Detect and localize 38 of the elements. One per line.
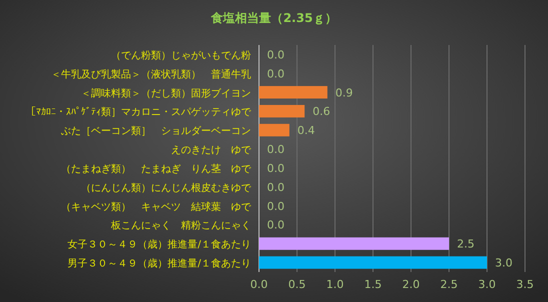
bar <box>259 237 449 250</box>
y-tick-label: （にんじん類）にんじん根皮むきゆで <box>81 182 252 194</box>
data-label: 0.0 <box>267 180 284 194</box>
bar <box>259 104 305 118</box>
y-tick-label: （でん粉類）じゃがいもでん粉 <box>111 49 251 62</box>
x-tick-label: 0.5 <box>288 278 306 291</box>
data-label: 0.0 <box>267 200 284 213</box>
y-tick-label: 板こんにゃく 精粉こんにゃく <box>110 220 251 232</box>
data-label: 0.6 <box>312 105 330 118</box>
data-label: 0.0 <box>267 143 284 156</box>
chart-title: 食塩相当量（2.35ｇ） <box>210 11 337 25</box>
bar <box>259 124 290 136</box>
data-label: 0.0 <box>267 67 284 80</box>
x-tick-label: 3.5 <box>516 278 534 291</box>
bar <box>259 256 487 269</box>
data-label: 2.5 <box>457 238 474 251</box>
data-label: 3.0 <box>495 256 512 270</box>
y-tick-label: えのきたけ ゆで <box>171 145 252 156</box>
x-tick-label: 1.5 <box>364 278 382 291</box>
data-label: 0.0 <box>267 48 284 62</box>
data-label: 0.9 <box>335 86 353 100</box>
x-tick-label: 0.0 <box>250 278 268 291</box>
y-tick-label: 男子３０～４９（歳）推進量/１食あたり <box>68 258 251 270</box>
y-tick-label: 女子３０～４９（歳）推進量/１食あたり <box>68 238 251 251</box>
x-tick-label: 2.0 <box>402 278 420 291</box>
y-tick-label: ぶた［ベーコン類］ ショルダーベーコン <box>61 125 251 138</box>
y-tick-label: （キャベツ類） キャベツ 結球葉 ゆで <box>61 200 252 213</box>
data-label: 0.4 <box>297 124 315 138</box>
x-tick-label: 2.5 <box>440 278 458 291</box>
y-tick-label: ＜牛乳及び乳製品＞（液状乳類） 普通牛乳 <box>51 68 251 80</box>
data-label: 0.0 <box>267 162 284 175</box>
y-tick-label: ＜調味料類＞（だし類）固形ブイヨン <box>81 87 251 100</box>
x-tick-label: 3.0 <box>478 278 496 291</box>
x-tick-label: 1.0 <box>326 278 344 291</box>
bar <box>259 86 328 99</box>
y-tick-label: （たまねぎ類） たまねぎ りん茎 ゆで <box>61 162 252 175</box>
data-label: 0.0 <box>267 218 284 232</box>
y-tick-label: ［ﾏｶﾛﾆ・ｽﾊﾟｹﾞﾃｨ類］マカロニ・スパゲッティゆで <box>26 106 252 118</box>
